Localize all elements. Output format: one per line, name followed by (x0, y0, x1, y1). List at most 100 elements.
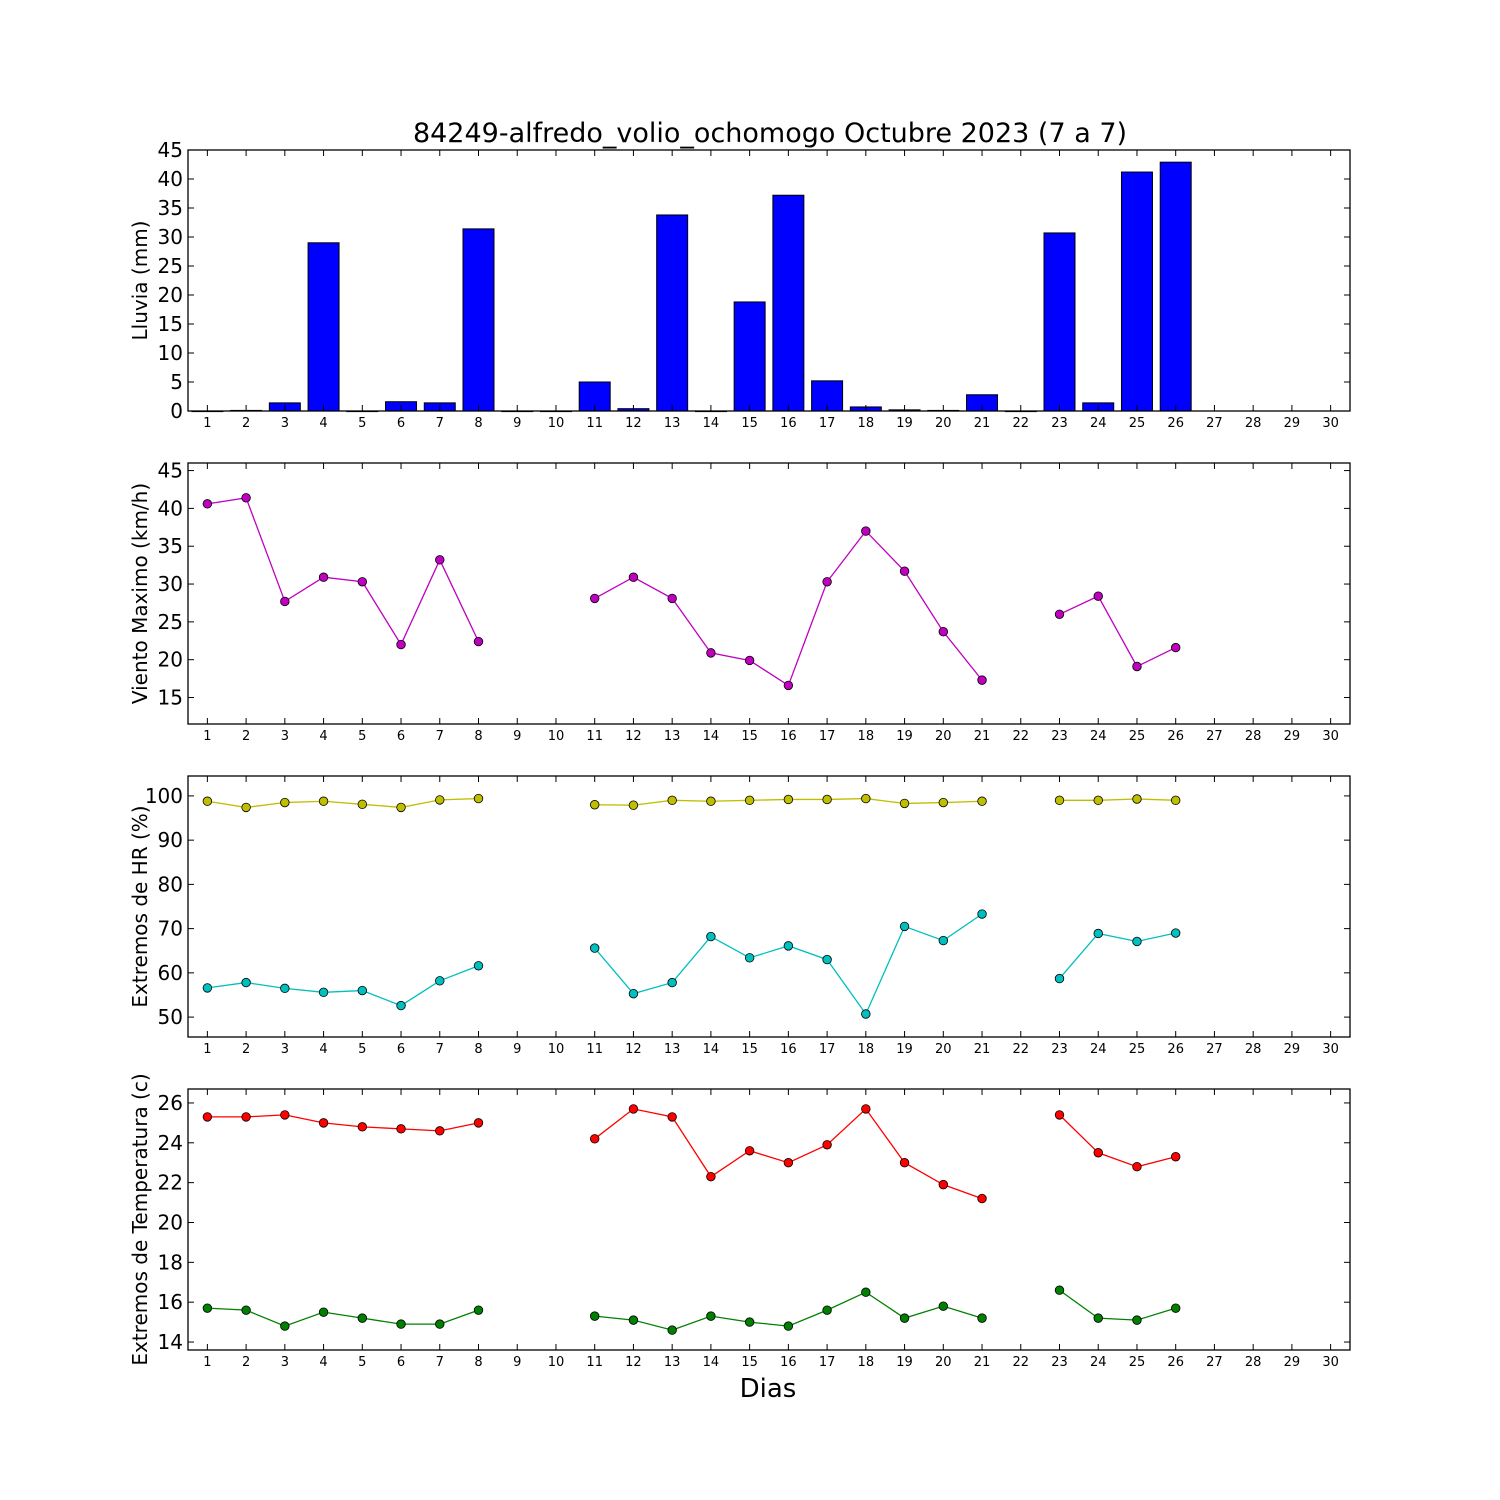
rain-y-tick-label: 15 (158, 312, 183, 336)
wind-series-1-point-day-8 (473, 636, 484, 647)
humidity-series-1-point-day-1 (202, 796, 213, 806)
wind-series-1-point-day-18 (861, 526, 871, 536)
rain-x-tick-label: 13 (664, 416, 681, 431)
rain-y-axis-label: Lluvia (mm) (128, 221, 152, 341)
wind-series-1-point-day-7 (435, 555, 445, 565)
humidity-series-1-point-day-15 (744, 795, 755, 806)
temperature-series-1-point-day-16 (783, 1158, 794, 1168)
humidity-series-1-point-day-8 (473, 793, 484, 804)
humidity-x-tick-label: 19 (896, 1042, 913, 1057)
humidity-series-2-point-day-25 (1132, 936, 1142, 947)
humidity-x-tick-label: 13 (664, 1042, 681, 1057)
wind-x-tick-label: 11 (586, 729, 603, 744)
humidity-series-2-point-day-16 (783, 941, 794, 951)
temperature-x-tick-label: 29 (1284, 1355, 1301, 1370)
wind-x-tick-label: 30 (1322, 729, 1339, 744)
humidity-y-tick-label: 100 (145, 784, 183, 808)
rain-x-tick-label: 18 (858, 416, 875, 431)
rain-x-tick-label: 17 (819, 416, 836, 431)
humidity-series-2-point-day-23 (1054, 973, 1065, 984)
temperature-series-2-point-day-4 (318, 1307, 329, 1317)
temperature-series-1-point-day-3 (280, 1110, 290, 1120)
humidity-x-tick-label: 18 (858, 1042, 875, 1057)
wind-x-tick-label: 10 (548, 729, 565, 744)
humidity-series-1-point-day-4 (318, 796, 329, 806)
humidity-series-1-point-day-20 (938, 797, 949, 808)
temperature-y-tick-label: 26 (158, 1091, 183, 1115)
humidity-series-1-point-day-23 (1054, 795, 1065, 806)
wind-series-1-point-day-2 (241, 493, 251, 503)
wind-x-tick-label: 17 (819, 729, 836, 744)
temperature-x-tick-label: 26 (1167, 1355, 1184, 1370)
humidity-series-2-point-day-5 (357, 985, 368, 996)
temperature-series-1-point-day-8 (473, 1118, 484, 1128)
humidity-series-1-point-day-13 (667, 795, 677, 806)
rain-x-tick-label: 1 (203, 416, 211, 431)
temperature-series-2-point-day-1 (202, 1303, 213, 1313)
rain-y-tick-label: 20 (158, 283, 183, 307)
wind-x-tick-label: 26 (1167, 729, 1184, 744)
humidity-x-tick-label: 28 (1245, 1042, 1262, 1057)
temperature-x-tick-label: 18 (858, 1355, 875, 1370)
temperature-series-2-point-day-5 (357, 1313, 368, 1323)
temperature-series-1-point-day-15 (744, 1146, 755, 1156)
rain-bar-day-13 (656, 214, 689, 412)
humidity-x-tick-label: 7 (436, 1042, 444, 1057)
temperature-series-1-point-day-2 (241, 1112, 251, 1122)
temperature-x-tick-label: 5 (358, 1355, 366, 1370)
rain-x-tick-label: 3 (281, 416, 289, 431)
wind-series-1-point-day-23 (1054, 609, 1065, 620)
rain-x-tick-label: 11 (586, 416, 603, 431)
rain-x-tick-label: 23 (1051, 416, 1068, 431)
rain-x-tick-label: 26 (1167, 416, 1184, 431)
humidity-y-axis-label: Extremos de HR (%) (128, 805, 152, 1007)
humidity-x-tick-label: 27 (1206, 1042, 1223, 1057)
temperature-x-tick-label: 25 (1129, 1355, 1146, 1370)
wind-series-1-point-day-24 (1093, 591, 1103, 601)
humidity-series-1-point-day-3 (280, 797, 290, 808)
wind-x-tick-label: 25 (1129, 729, 1146, 744)
wind-x-tick-label: 29 (1284, 729, 1301, 744)
humidity-x-tick-label: 20 (935, 1042, 952, 1057)
wind-x-tick-label: 6 (397, 729, 405, 744)
chart-title: 84249-alfredo_volio_ochomogo Octubre 202… (413, 118, 1127, 149)
temperature-series-1-point-day-13 (667, 1112, 677, 1122)
rain-x-tick-label: 12 (625, 416, 642, 431)
humidity-y-tick-label: 70 (158, 917, 183, 941)
rain-axes-frame (187, 149, 1351, 412)
temperature-series-1-point-day-18 (861, 1104, 871, 1114)
temperature-series-2-point-day-16 (783, 1321, 794, 1331)
humidity-x-tick-label: 5 (358, 1042, 366, 1057)
wind-x-tick-label: 24 (1090, 729, 1107, 744)
temperature-y-tick-label: 24 (158, 1131, 183, 1155)
wind-x-tick-label: 3 (281, 729, 289, 744)
temperature-x-tick-label: 10 (548, 1355, 565, 1370)
temperature-x-tick-label: 27 (1206, 1355, 1223, 1370)
temperature-series-1-point-day-23 (1054, 1110, 1065, 1120)
wind-x-tick-label: 15 (741, 729, 758, 744)
humidity-x-tick-label: 4 (319, 1042, 327, 1057)
temperature-y-axis-label: Extremos de Temperatura (c) (128, 1073, 152, 1365)
rain-x-tick-label: 6 (397, 416, 405, 431)
humidity-series-1-point-day-18 (861, 793, 871, 804)
humidity-series-2-point-day-20 (938, 935, 949, 946)
wind-x-tick-label: 18 (858, 729, 875, 744)
wind-series-1-point-day-19 (899, 566, 910, 576)
rain-y-tick-label: 40 (158, 167, 183, 191)
rain-x-tick-label: 25 (1129, 416, 1146, 431)
temperature-series-1-point-day-19 (899, 1158, 910, 1168)
humidity-x-tick-label: 12 (625, 1042, 642, 1057)
wind-series-1-point-day-13 (667, 593, 677, 604)
humidity-x-tick-label: 3 (281, 1042, 289, 1057)
wind-y-tick-label: 20 (158, 648, 183, 672)
humidity-series-2-point-day-4 (318, 987, 329, 998)
wind-y-axis-label: Viento Maximo (km/h) (128, 483, 152, 704)
humidity-x-tick-label: 6 (397, 1042, 405, 1057)
temperature-x-tick-label: 1 (203, 1355, 211, 1370)
temperature-y-tick-label: 22 (158, 1171, 183, 1195)
temperature-y-tick-label: 14 (158, 1330, 183, 1354)
humidity-series-1-point-day-14 (706, 796, 716, 806)
wind-series-1-point-day-17 (822, 577, 832, 587)
